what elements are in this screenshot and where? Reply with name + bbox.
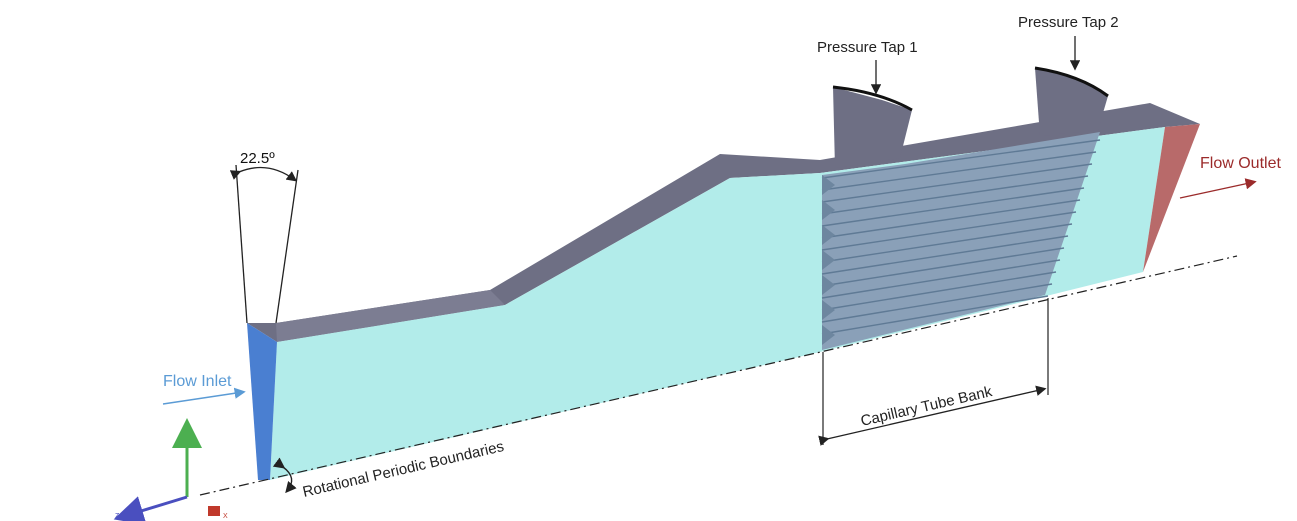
coordinate-triad: Y Z X <box>113 418 228 521</box>
angle-arc <box>229 166 298 182</box>
x-axis-marker <box>208 506 220 516</box>
tube-bank-lines <box>821 139 1101 335</box>
tube-bank-label: Capillary Tube Bank <box>859 383 994 430</box>
pressure-tap-1-label: Pressure Tap 1 <box>817 39 918 56</box>
pressure-tap-2-label: Pressure Tap 2 <box>1018 14 1119 31</box>
outlet-face <box>1143 124 1200 272</box>
flow-outlet-label: Flow Outlet <box>1200 155 1281 172</box>
pressure-tap-2-cap <box>1034 66 1109 98</box>
tube-bank-dim-arrow <box>818 385 1047 446</box>
tube-bank-front-teeth <box>822 175 835 345</box>
rotation-axis-line <box>199 255 1238 496</box>
flow-inlet-arrow <box>162 387 246 405</box>
pressure-tap-2-block <box>1035 68 1108 136</box>
pressure-tap-1-cap <box>832 85 913 112</box>
axis-label-x: X <box>223 513 228 520</box>
angle-line-right <box>275 169 299 324</box>
flow-inlet-label: Flow Inlet <box>163 373 232 390</box>
pressure-tap-1-block <box>833 87 912 168</box>
angle-label: 22.5º <box>240 150 275 167</box>
inlet-face <box>247 323 277 480</box>
domain-top-highlight <box>276 290 505 342</box>
periodic-curved-arrow <box>272 457 297 494</box>
axis-label-y: Y <box>194 443 199 450</box>
axis-label-z: Z <box>115 513 120 520</box>
z-axis-arrow <box>113 495 188 521</box>
angle-line-left <box>235 164 248 324</box>
flow-outlet-arrow <box>1179 178 1257 199</box>
